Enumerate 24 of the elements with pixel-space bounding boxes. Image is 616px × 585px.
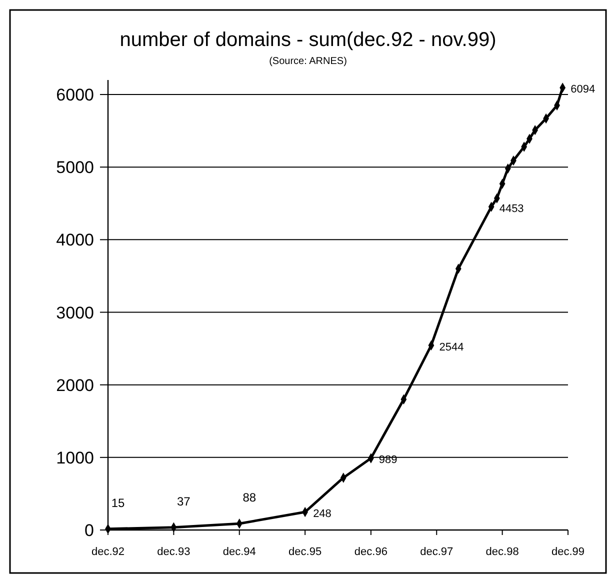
data-label: 88	[242, 490, 256, 505]
data-label: 6094	[570, 84, 596, 96]
data-label: 2544	[439, 341, 464, 354]
x-tick-label: dec.92	[91, 546, 125, 558]
x-tick-label: dec.96	[354, 546, 388, 558]
y-tick-label: 4000	[56, 230, 94, 250]
y-tick-label: 3000	[56, 303, 94, 322]
y-tick-label: 0	[84, 521, 94, 540]
x-tick-label: dec.94	[222, 546, 256, 558]
data-label: 248	[313, 508, 332, 520]
chart-title: number of domains - sum(dec.92 - nov.99)	[120, 29, 496, 51]
x-tick-label: dec.93	[157, 546, 190, 558]
y-tick-label: 2000	[56, 376, 94, 395]
data-label: 37	[177, 494, 191, 508]
chart-subtitle: (Source: ARNES)	[269, 56, 347, 67]
y-tick-label: 5000	[56, 158, 94, 178]
x-tick-label: dec.98	[486, 546, 519, 558]
y-tick-label: 1000	[56, 448, 94, 468]
y-tick-label: 6000	[56, 86, 94, 105]
data-label: 15	[111, 496, 125, 510]
x-tick-label: dec.97	[420, 546, 454, 558]
x-tick-label: dec.99	[551, 546, 585, 558]
x-tick-label: dec.95	[288, 546, 322, 558]
data-label: 4453	[499, 202, 524, 215]
